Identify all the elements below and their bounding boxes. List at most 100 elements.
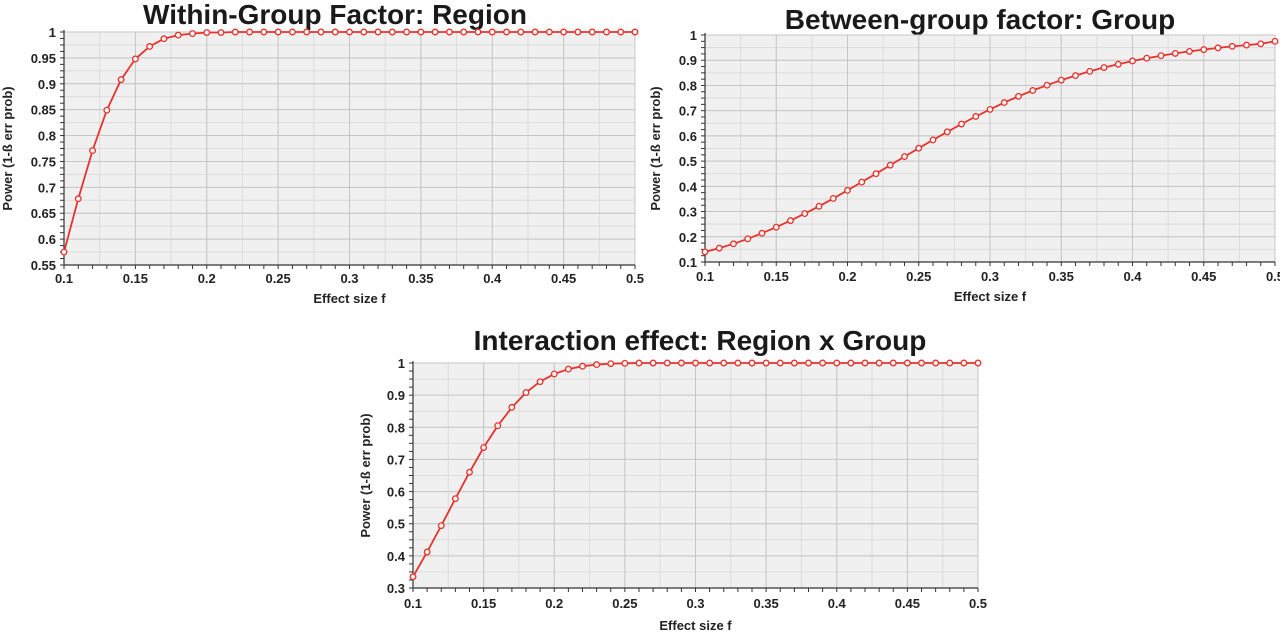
data-point (131, 55, 139, 63)
data-point (1100, 64, 1108, 71)
data-point (103, 106, 111, 114)
data-point (847, 359, 855, 367)
data-point (1029, 87, 1037, 94)
data-point (374, 28, 382, 36)
data-point (720, 359, 728, 367)
data-point (89, 147, 96, 155)
data-point (1072, 72, 1079, 80)
y-tick-label: 0.8 (38, 129, 56, 144)
data-point (748, 359, 756, 367)
data-point (517, 28, 525, 36)
data-point (858, 178, 866, 186)
data-point (522, 389, 530, 397)
data-point (317, 28, 325, 36)
data-point (734, 359, 742, 367)
x-axis-label: Effect size f (659, 618, 732, 633)
y-axis-label: Power (1-ß err prob) (358, 413, 373, 537)
x-axis-label: Effect size f (954, 289, 1027, 304)
data-point (801, 210, 809, 218)
data-point (260, 28, 268, 36)
power-chart-within-group: 0.1 0.15 0.2 0.25 0.3 0.35 0.4 0.45 0.5 0.55 0.6 0.… (0, 25, 644, 306)
x-tick-label: 0.15 (123, 271, 148, 286)
x-tick-label: 0.25 (265, 271, 290, 286)
x-tick-label: 0.4 (1123, 269, 1142, 284)
y-tick-label: 0.4 (679, 179, 698, 194)
data-point (617, 28, 625, 36)
x-tick-label: 0.35 (1049, 269, 1074, 284)
y-tick-label: 0.2 (679, 230, 697, 245)
data-point (303, 28, 311, 36)
data-point (437, 522, 445, 530)
data-point (946, 359, 954, 367)
data-point (1143, 54, 1151, 62)
data-point (536, 378, 544, 386)
data-point (588, 28, 596, 36)
y-tick-label: 0.5 (387, 517, 405, 532)
data-point (579, 362, 586, 370)
data-point (901, 153, 908, 161)
y-tick-label: 0.8 (387, 420, 405, 435)
data-point (574, 28, 582, 36)
data-point (564, 365, 572, 373)
data-point (1186, 47, 1193, 55)
y-tick-label: 1 (690, 28, 697, 43)
x-tick-label: 0.45 (895, 596, 920, 611)
data-point (872, 170, 880, 178)
data-point (758, 229, 766, 237)
data-point (409, 573, 417, 581)
data-point (932, 359, 940, 367)
x-tick-label: 0.5 (969, 596, 987, 611)
data-point (474, 28, 482, 36)
data-point (701, 248, 709, 256)
y-tick-label: 0.5 (679, 154, 697, 169)
data-point (1157, 52, 1165, 60)
data-point (819, 359, 827, 367)
data-point (972, 113, 980, 120)
data-point (550, 370, 558, 378)
y-tick-label: 0.6 (387, 485, 405, 500)
x-tick-label: 0.35 (753, 596, 778, 611)
data-point (1228, 42, 1236, 50)
data-point (117, 76, 125, 84)
data-point (986, 105, 994, 113)
y-tick-label: 0.55 (31, 258, 56, 273)
data-point (772, 223, 780, 231)
x-tick-label: 0.15 (764, 269, 789, 284)
x-tick-label: 0.1 (55, 271, 73, 286)
data-point (480, 444, 488, 451)
data-point (958, 120, 965, 128)
data-point (715, 244, 723, 252)
data-point (829, 194, 837, 202)
power-chart-between-group: 0.1 0.15 0.2 0.25 0.3 0.35 0.4 0.45 0.5 0.1 0.2 0.3… (648, 28, 1280, 304)
y-tick-label: 0.7 (38, 180, 56, 195)
x-tick-label: 0.2 (198, 271, 216, 286)
data-point (431, 28, 439, 36)
y-tick-label: 0.3 (679, 205, 697, 220)
data-point (631, 28, 639, 36)
data-point (762, 359, 770, 367)
y-tick-label: 0.75 (31, 154, 56, 169)
data-point (231, 28, 239, 36)
data-point (1129, 57, 1136, 65)
data-point (730, 240, 737, 248)
y-axis-label: Power (1-ß err prob) (648, 86, 663, 210)
data-point (494, 422, 502, 430)
y-tick-label: 0.65 (31, 206, 56, 221)
data-point (776, 359, 784, 367)
data-point (593, 361, 601, 369)
x-tick-label: 0.5 (626, 271, 644, 286)
y-tick-label: 0.95 (31, 51, 56, 66)
data-point (545, 28, 553, 36)
data-point (1043, 81, 1051, 89)
data-point (815, 202, 823, 210)
y-axis-label: Power (1-ß err prob) (0, 86, 15, 210)
data-point (1257, 40, 1265, 48)
x-tick-label: 0.3 (981, 269, 999, 284)
data-point (918, 359, 925, 367)
data-point (1015, 92, 1022, 100)
data-point (460, 28, 468, 36)
data-point (974, 359, 982, 367)
data-point (417, 28, 425, 36)
y-tick-label: 1 (49, 25, 56, 40)
y-tick-label: 0.6 (679, 129, 697, 144)
